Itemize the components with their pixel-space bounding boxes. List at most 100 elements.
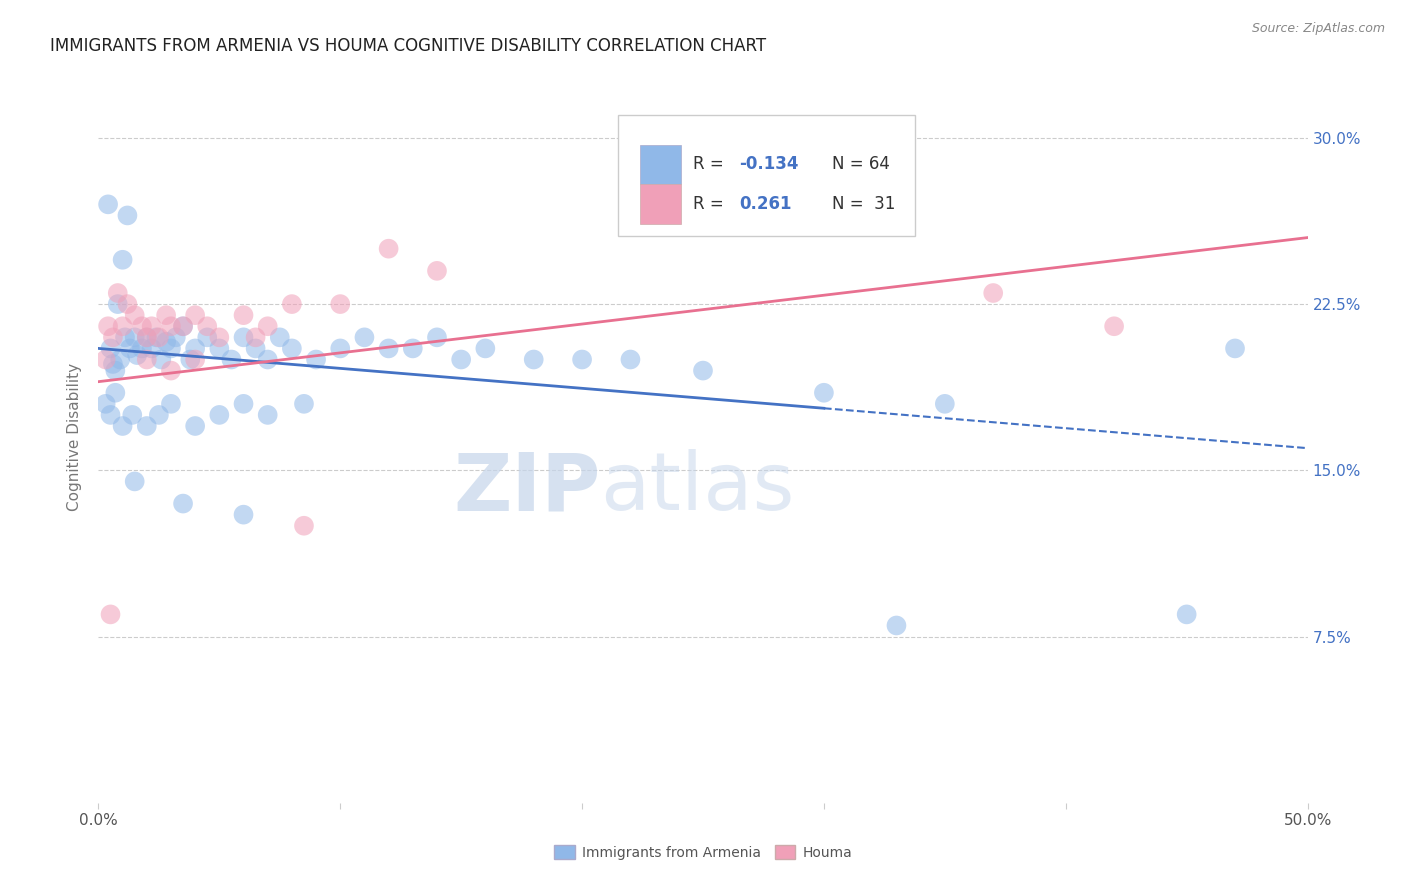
Point xyxy=(195,319,218,334)
Text: IMMIGRANTS FROM ARMENIA VS HOUMA COGNITIVE DISABILITY CORRELATION CHART: IMMIGRANTS FROM ARMENIA VS HOUMA COGNITI… xyxy=(51,37,766,54)
Point xyxy=(426,264,449,278)
FancyBboxPatch shape xyxy=(640,145,682,184)
Point xyxy=(256,319,278,334)
Point xyxy=(135,352,157,367)
Point xyxy=(184,352,207,367)
Point xyxy=(97,319,120,334)
Text: -0.134: -0.134 xyxy=(740,155,799,173)
Point xyxy=(100,607,122,622)
Point xyxy=(329,297,352,311)
Point xyxy=(523,352,546,367)
Point xyxy=(221,352,243,367)
Point xyxy=(104,385,127,400)
Point xyxy=(450,352,472,367)
Point xyxy=(886,618,908,632)
Point xyxy=(141,319,163,334)
Point xyxy=(195,330,218,344)
Point xyxy=(108,352,131,367)
Point xyxy=(292,518,315,533)
Point xyxy=(172,497,194,511)
Point xyxy=(692,363,714,377)
FancyBboxPatch shape xyxy=(619,115,915,235)
Point xyxy=(131,319,153,334)
Point xyxy=(402,342,425,356)
Point xyxy=(426,330,449,344)
Point xyxy=(934,397,956,411)
Point xyxy=(377,342,399,356)
Point xyxy=(127,348,149,362)
Point xyxy=(155,334,177,349)
Point xyxy=(571,352,593,367)
Point xyxy=(124,308,146,322)
Point xyxy=(377,242,399,256)
Point xyxy=(172,319,194,334)
Point xyxy=(104,363,127,377)
Point xyxy=(1223,342,1246,356)
Point xyxy=(256,352,278,367)
Point xyxy=(107,297,129,311)
Point xyxy=(94,397,117,411)
Point xyxy=(148,408,170,422)
Point xyxy=(232,397,254,411)
Point xyxy=(118,342,141,356)
Point xyxy=(1175,607,1198,622)
Point xyxy=(329,342,352,356)
Text: N =  31: N = 31 xyxy=(832,195,896,213)
Point xyxy=(111,319,134,334)
Point xyxy=(981,285,1004,300)
Point xyxy=(353,330,375,344)
Text: R =: R = xyxy=(693,155,730,173)
Point xyxy=(97,197,120,211)
Point xyxy=(184,419,207,434)
Point xyxy=(208,342,231,356)
Point xyxy=(179,352,201,367)
Point xyxy=(131,342,153,356)
Point xyxy=(111,419,134,434)
Point xyxy=(281,297,304,311)
Point xyxy=(117,297,139,311)
Point xyxy=(135,330,157,344)
Point xyxy=(245,330,267,344)
Point xyxy=(160,363,183,377)
Point xyxy=(101,357,124,371)
Point xyxy=(1102,319,1125,334)
Point xyxy=(155,308,177,322)
Point xyxy=(100,408,122,422)
Text: atlas: atlas xyxy=(600,450,794,527)
Point xyxy=(172,319,194,334)
Text: N = 64: N = 64 xyxy=(832,155,890,173)
Point xyxy=(148,330,170,344)
Point xyxy=(184,342,207,356)
Point xyxy=(813,385,835,400)
Point xyxy=(292,397,315,411)
Y-axis label: Cognitive Disability: Cognitive Disability xyxy=(67,363,83,511)
Point xyxy=(184,308,207,322)
Point xyxy=(232,508,254,522)
Point xyxy=(232,330,254,344)
Point xyxy=(474,342,496,356)
Point xyxy=(101,330,124,344)
Legend: Immigrants from Armenia, Houma: Immigrants from Armenia, Houma xyxy=(548,839,858,865)
Point xyxy=(208,330,231,344)
Text: 0.261: 0.261 xyxy=(740,195,792,213)
Point xyxy=(117,209,139,223)
Point xyxy=(165,330,187,344)
Point xyxy=(232,308,254,322)
Point xyxy=(111,252,134,267)
Point xyxy=(124,330,146,344)
Point xyxy=(619,352,641,367)
Point xyxy=(305,352,328,367)
Point xyxy=(100,342,122,356)
Point xyxy=(208,408,231,422)
Point xyxy=(281,342,304,356)
Point xyxy=(145,330,167,344)
Point xyxy=(160,397,183,411)
Point xyxy=(114,330,136,344)
Point xyxy=(141,342,163,356)
Point xyxy=(256,408,278,422)
Point xyxy=(121,408,143,422)
Point xyxy=(107,285,129,300)
Point xyxy=(160,319,183,334)
Text: R =: R = xyxy=(693,195,734,213)
Point xyxy=(150,352,173,367)
